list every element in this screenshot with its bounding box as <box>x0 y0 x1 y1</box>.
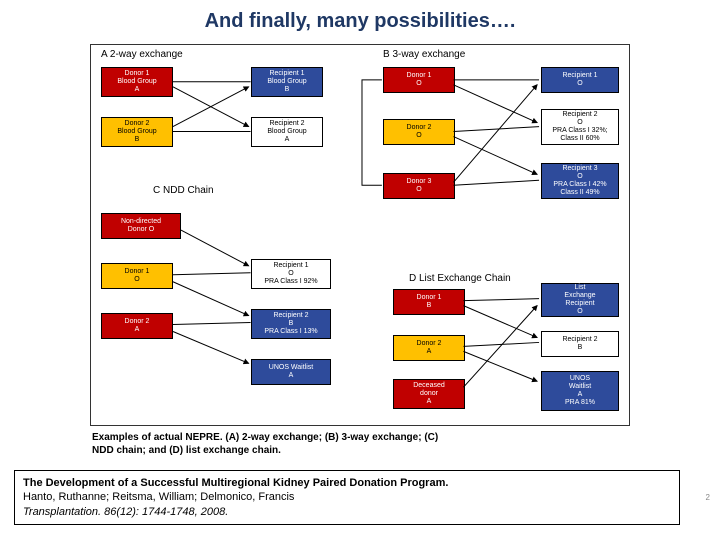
node-b-recipient1: Recipient 1O <box>541 67 619 93</box>
citation-box: The Development of a Successful Multireg… <box>14 470 680 525</box>
node-b-donor2: Donor 2O <box>383 119 455 145</box>
node-d-donor2: Donor 2A <box>393 335 465 361</box>
page-title: And finally, many possibilities…. <box>0 0 720 39</box>
figure-caption: Examples of actual NEPRE. (A) 2-way exch… <box>92 432 452 457</box>
node-d-waitlist: UNOSWaitlistAPRA 81% <box>541 371 619 411</box>
node-c-recipient1: Recipient 1OPRA Class I 92% <box>251 259 331 289</box>
citation-authors: Hanto, Ruthanne; Reitsma, William; Delmo… <box>23 491 294 503</box>
node-b-recipient2: Recipient 2OPRA Class I 32%;Class II 60% <box>541 109 619 145</box>
node-d-ler: ListExchangeRecipientO <box>541 283 619 317</box>
diagram-frame: A 2-way exchange B 3-way exchange C NDD … <box>90 44 630 426</box>
node-c-waitlist: UNOS WaitlistA <box>251 359 331 385</box>
node-c-ndd: Non-directedDonor O <box>101 213 181 239</box>
node-a-recipient1: Recipient 1Blood GroupB <box>251 67 323 97</box>
node-c-recipient2: Recipient 2BPRA Class I 13% <box>251 309 331 339</box>
node-b-recipient3: Recipient 3OPRA Class I 42%Class II 49% <box>541 163 619 199</box>
node-c-donor2: Donor 2A <box>101 313 173 339</box>
node-d-recipient2: Recipient 2B <box>541 331 619 357</box>
node-a-donor2: Donor 2Blood GroupB <box>101 117 173 147</box>
citation-title: The Development of a Successful Multireg… <box>23 477 448 489</box>
node-d-donor1: Donor 1B <box>393 289 465 315</box>
node-a-donor1: Donor 1Blood GroupA <box>101 67 173 97</box>
node-a-recipient2: Recipient 2Blood GroupA <box>251 117 323 147</box>
node-c-donor1: Donor 1O <box>101 263 173 289</box>
node-b-donor3: Donor 3O <box>383 173 455 199</box>
node-d-deceased: DeceaseddonorA <box>393 379 465 409</box>
node-b-donor1: Donor 1O <box>383 67 455 93</box>
section-d-label: D List Exchange Chain <box>409 273 511 284</box>
section-c-label: C NDD Chain <box>153 185 214 196</box>
citation-journal: Transplantation. 86(12): 1744-1748, 2008… <box>23 506 228 518</box>
section-a-label: A 2-way exchange <box>101 49 183 60</box>
section-b-label: B 3-way exchange <box>383 49 465 60</box>
page-number: 2 <box>706 493 710 502</box>
